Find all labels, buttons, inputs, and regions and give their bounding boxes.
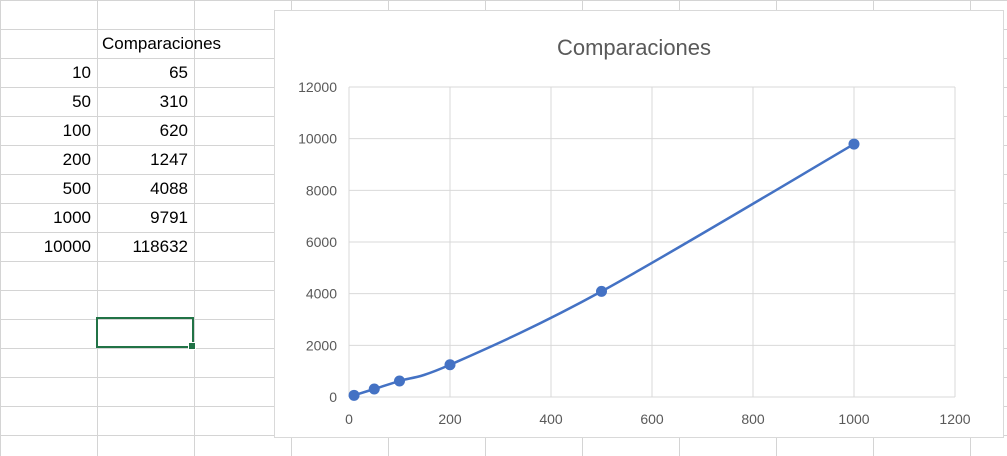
- table-row-n[interactable]: 1000: [53, 208, 91, 227]
- table-row-n[interactable]: 100: [62, 121, 91, 140]
- table-row-n[interactable]: 10000: [43, 237, 91, 256]
- table-row-value[interactable]: 1247: [150, 150, 188, 169]
- column-header-cell[interactable]: Comparaciones: [102, 34, 222, 53]
- chart-title[interactable]: Comparaciones: [557, 35, 711, 60]
- x-tick-label: 200: [438, 411, 462, 427]
- data-point[interactable]: [596, 285, 607, 297]
- table-row-value[interactable]: 4088: [150, 179, 188, 198]
- x-tick-label: 0: [345, 411, 353, 427]
- chart-area[interactable]: 0 2000 4000 6000 8000 10000 12000 0 200 400 600 800…: [274, 10, 1004, 438]
- data-point[interactable]: [368, 383, 380, 395]
- table-row-value[interactable]: 9791: [150, 208, 188, 227]
- data-point[interactable]: [848, 138, 860, 150]
- y-tick-label: 10000: [298, 131, 337, 147]
- x-tick-label: 800: [741, 411, 765, 427]
- chart-svg: 0 2000 4000 6000 8000 10000 12000 0 200 400 600 800…: [298, 35, 971, 427]
- table-row-value[interactable]: 65: [169, 63, 188, 82]
- table-row-n[interactable]: 50: [72, 92, 91, 111]
- selected-cell[interactable]: [96, 317, 196, 350]
- y-tick-label: 8000: [306, 182, 337, 198]
- y-tick-label: 2000: [306, 337, 337, 353]
- y-tick-label: 0: [329, 389, 337, 405]
- table-row-value[interactable]: 118632: [132, 237, 188, 256]
- y-tick-label: 4000: [306, 286, 337, 302]
- data-point[interactable]: [348, 389, 360, 401]
- data-point[interactable]: [394, 375, 405, 387]
- table-row-n[interactable]: 500: [62, 179, 91, 198]
- data-point[interactable]: [444, 359, 456, 371]
- y-tick-label: 6000: [306, 234, 337, 250]
- fill-handle[interactable]: [188, 342, 196, 350]
- x-tick-label: 600: [640, 411, 664, 427]
- series-line[interactable]: [353, 142, 855, 397]
- x-tick-label: 400: [539, 411, 563, 427]
- table-row-n[interactable]: 10: [72, 63, 91, 82]
- table-row-n[interactable]: 200: [62, 150, 91, 169]
- table-row-value[interactable]: 620: [159, 121, 188, 140]
- x-tick-label: 1000: [838, 411, 869, 427]
- y-tick-label: 12000: [298, 79, 337, 95]
- table-row-value[interactable]: 310: [159, 92, 188, 111]
- x-tick-label: 1200: [939, 411, 970, 427]
